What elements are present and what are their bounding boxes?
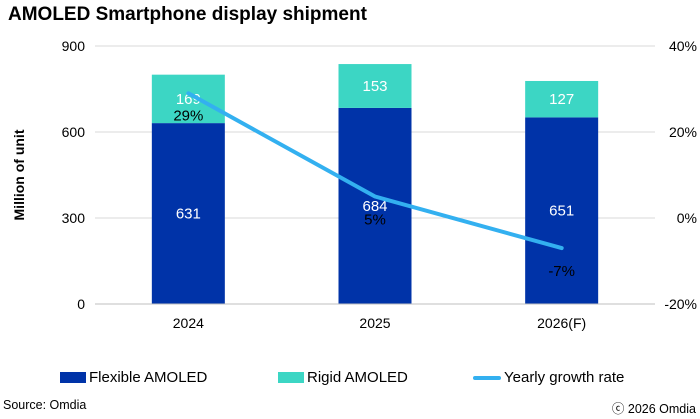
copyright: ⓒ 2026 Omdia [611, 402, 696, 416]
data-label-growth: 29% [173, 107, 203, 124]
y-tick-label: 600 [62, 124, 86, 140]
legend-rigid: Rigid AMOLED [278, 369, 408, 386]
bar-rigid [525, 80, 599, 118]
data-label-rigid: 153 [362, 78, 387, 95]
data-label-growth: 5% [364, 212, 386, 229]
legend-label: Yearly growth rate [504, 369, 625, 386]
bar-flexible [525, 117, 599, 304]
legend-swatch-rigid [278, 372, 304, 383]
data-label-flexible: 684 [362, 198, 387, 215]
legend-growth: Yearly growth rate [473, 369, 624, 386]
legend-swatch-growth [473, 375, 501, 380]
y-tick-label: 900 [62, 38, 86, 54]
y-tick-label: 300 [62, 210, 86, 226]
bar-rigid [338, 64, 412, 108]
bar-flexible [151, 123, 225, 304]
y-tick-label: 0 [77, 296, 85, 312]
data-label-flexible: 651 [549, 203, 574, 220]
x-tick-label: 2026(F) [537, 315, 586, 331]
legend-flexible: Flexible AMOLED [60, 369, 207, 386]
source-note: Source: Omdia [3, 398, 87, 412]
y2-tick-label: -20% [664, 296, 697, 312]
data-label-growth: -7% [548, 263, 575, 280]
x-tick-label: 2025 [359, 315, 390, 331]
data-label-rigid: 127 [549, 91, 574, 108]
line-growth-rate [186, 91, 564, 251]
y2-tick-label: 20% [669, 124, 697, 140]
bar-rigid [151, 74, 225, 124]
y2-tick-label: 40% [669, 38, 697, 54]
y2-tick-label: 0% [677, 210, 697, 226]
data-label-flexible: 631 [176, 206, 201, 223]
legend-label: Flexible AMOLED [89, 369, 208, 386]
chart-title: AMOLED Smartphone display shipment [8, 4, 367, 25]
y-axis-label: Million of unit [11, 129, 27, 220]
x-tick-label: 2024 [173, 315, 204, 331]
legend-swatch-flexible [60, 372, 86, 383]
legend-label: Rigid AMOLED [307, 369, 408, 386]
bar-flexible [338, 107, 412, 304]
chart: 0 300 600 900 -20% 0% 20% 40% Million of unit 631… [11, 38, 697, 331]
